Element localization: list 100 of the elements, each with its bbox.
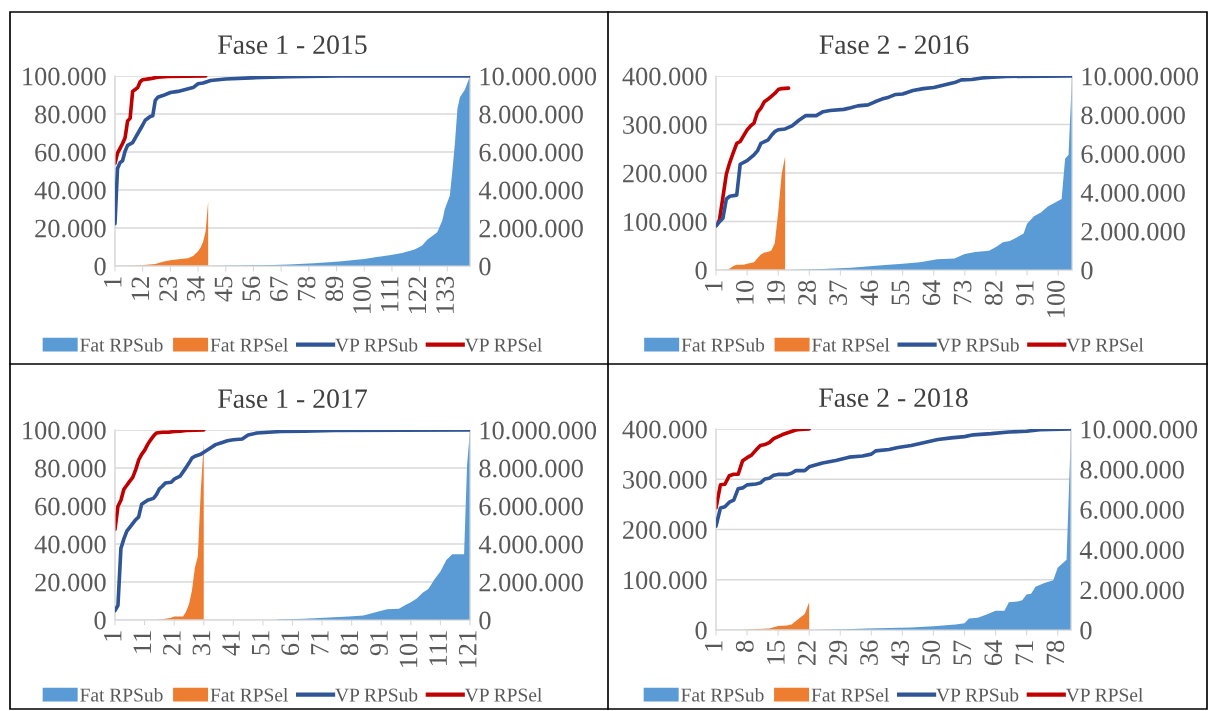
legend-label: VP RPSub (335, 337, 418, 352)
y2-tick-label: 8.000.000 (1081, 106, 1185, 125)
y2-tick-label: 8.000.000 (479, 105, 583, 124)
x-tick-label: 51 (251, 631, 270, 655)
y-tick-label: 60.000 (35, 143, 106, 162)
y-tick-label: 100.000 (624, 213, 707, 232)
x-tick-label: 78 (1046, 640, 1065, 665)
x-tick-label: 37 (829, 280, 848, 305)
chart-title: Fase 1 - 2015 (218, 35, 367, 55)
x-tick-label: 122 (408, 277, 426, 313)
y2-tick-label: 0 (479, 611, 491, 630)
x-tick-label: 45 (214, 276, 233, 302)
y2-tick-label: 8.000.000 (1080, 460, 1184, 479)
legend-label: Fat RPSel (210, 337, 288, 352)
y2-tick-label: 2.000.000 (1081, 222, 1185, 241)
x-tick-label: 61 (281, 631, 300, 655)
x-tick-label: 111 (429, 631, 447, 665)
x-tick-label: 101 (399, 631, 418, 667)
legend-label: VP RPSel (464, 337, 542, 352)
chart-title: Fase 1 - 2017 (218, 389, 367, 409)
x-tick-label: 10 (735, 280, 754, 304)
legend-label: Fat RPSel (811, 687, 889, 702)
y2-tick-label: 0 (1081, 261, 1093, 280)
y-tick-label: 20.000 (35, 573, 106, 592)
x-tick-label: 89 (325, 276, 344, 302)
x-tick-label: 12 (131, 277, 150, 300)
legend-label: Fat RPSub (681, 687, 764, 702)
x-tick-label: 41 (222, 631, 240, 656)
y-tick-label: 80.000 (35, 105, 106, 124)
y2-tick-label: 6.000.000 (479, 143, 583, 162)
y2-tick-label: 10.000.000 (1081, 420, 1198, 439)
x-tick-label: 1 (704, 281, 723, 291)
x-tick-label: 91 (1015, 281, 1034, 306)
y2-tick-label: 4.000.000 (1079, 541, 1184, 560)
x-tick-label: 55 (891, 280, 910, 305)
y2-tick-label: 4.000.000 (1080, 184, 1185, 202)
y2-tick-label: 4.000.000 (478, 181, 583, 200)
y2-tick-label: 10.000.000 (480, 421, 597, 440)
x-tick-label: 57 (953, 640, 972, 665)
x-tick-label: 91 (370, 631, 388, 656)
y-tick-label: 100.000 (23, 67, 106, 86)
x-tick-label: 28 (798, 280, 816, 305)
x-tick-label: 29 (829, 640, 847, 665)
x-tick-label: 1 (704, 641, 723, 651)
legend-label: Fat RPSel (210, 687, 288, 702)
y-tick-label: 0 (695, 261, 707, 280)
y-tick-label: 200.000 (623, 164, 707, 183)
legend-label: Fat RPSel (812, 337, 890, 352)
chart-title: Fase 2 - 2018 (819, 388, 968, 408)
x-tick-label: 36 (860, 640, 878, 665)
x-tick-label: 81 (340, 631, 359, 656)
x-tick-label: 1 (103, 631, 122, 641)
x-tick-label: 34 (186, 276, 205, 301)
y-tick-label: 0 (695, 621, 707, 640)
y2-tick-label: 6.000.000 (479, 497, 583, 516)
y-tick-label: 0 (94, 257, 106, 276)
legend-label: Fat RPSub (80, 687, 163, 702)
x-tick-label: 46 (860, 280, 879, 306)
x-tick-label: 19 (767, 280, 785, 304)
x-tick-label: 15 (767, 640, 785, 664)
y-tick-label: 60.000 (35, 497, 106, 516)
y-tick-label: 200.000 (623, 521, 707, 540)
x-tick-label: 8 (735, 640, 754, 652)
y-tick-label: 400.000 (622, 420, 707, 439)
y-tick-label: 100.000 (624, 571, 707, 590)
legend-label: VP RPSel (1066, 337, 1144, 352)
legend-label: VP RPSub (335, 687, 418, 702)
line-series (716, 429, 811, 510)
x-tick-label: 133 (436, 276, 454, 313)
y2-tick-label: 6.000.000 (1080, 501, 1184, 519)
y-tick-label: 300.000 (623, 116, 707, 135)
y-tick-label: 40.000 (34, 535, 106, 554)
y-tick-label: 40.000 (34, 181, 106, 200)
x-tick-label: 100 (1046, 280, 1065, 317)
line-series (115, 76, 208, 166)
y2-tick-label: 6.000.000 (1081, 145, 1185, 164)
y-tick-label: 80.000 (35, 459, 106, 478)
legend-label: Fat RPSub (681, 337, 765, 352)
legend-label: VP RPSel (1065, 687, 1143, 702)
y-tick-label: 400.000 (622, 67, 707, 86)
y-tick-label: 20.000 (35, 219, 106, 238)
x-tick-label: 56 (242, 276, 261, 301)
y2-tick-label: 8.000.000 (479, 459, 583, 478)
x-tick-label: 73 (953, 280, 972, 305)
x-tick-label: 111 (380, 277, 399, 312)
x-tick-label: 82 (984, 281, 1003, 306)
x-tick-label: 43 (891, 640, 909, 666)
line-series (115, 430, 206, 531)
x-tick-label: 23 (159, 276, 177, 301)
x-tick-label: 121 (458, 631, 477, 667)
x-tick-label: 1 (103, 277, 122, 287)
x-tick-label: 31 (192, 631, 211, 655)
x-tick-label: 11 (133, 631, 151, 653)
x-tick-label: 64 (984, 640, 1003, 665)
y2-tick-label: 0 (479, 257, 491, 276)
y2-tick-label: 10.000.000 (480, 67, 597, 86)
x-tick-label: 22 (798, 641, 816, 665)
y2-tick-label: 2.000.000 (1080, 581, 1184, 600)
chart-title: Fase 2 - 2016 (819, 35, 969, 55)
y2-tick-label: 4.000.000 (478, 535, 583, 554)
